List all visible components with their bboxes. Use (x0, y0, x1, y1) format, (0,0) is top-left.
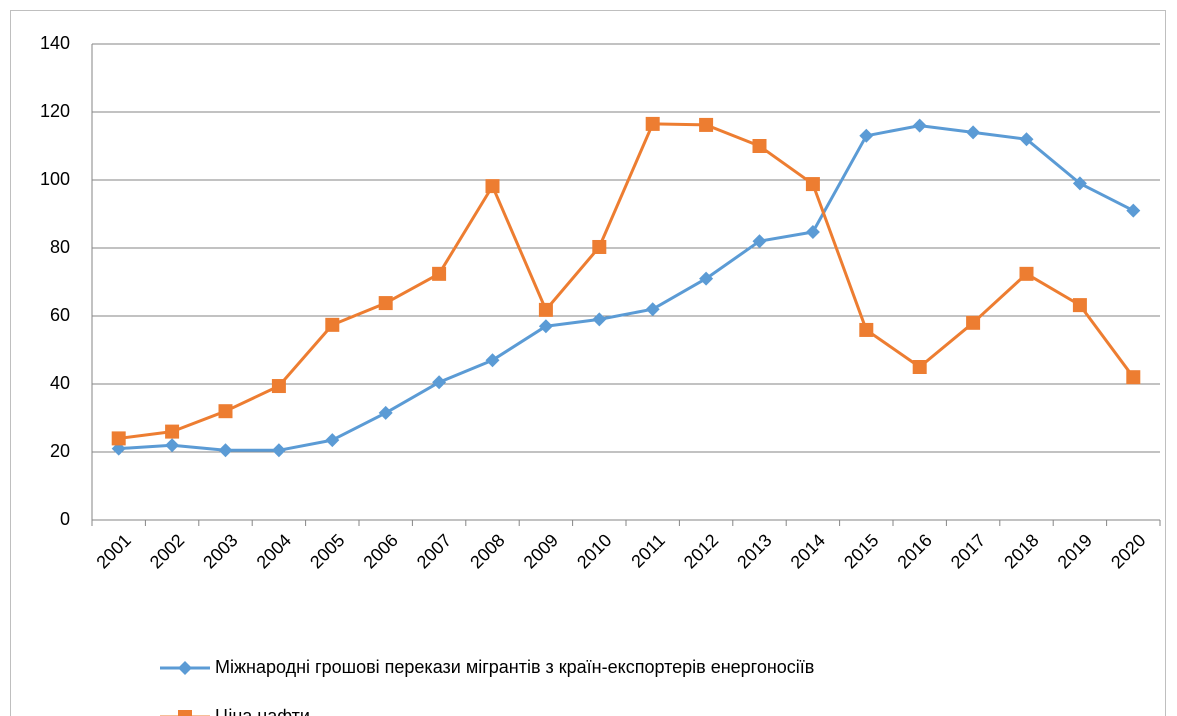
data-point (378, 405, 393, 420)
data-point (325, 433, 340, 448)
data-point (859, 128, 874, 143)
series-line (118, 122, 1135, 440)
data-point (645, 116, 660, 131)
data-point (111, 431, 126, 446)
legend-marker (178, 661, 192, 675)
legend-label: Міжнародні грошові перекази мігрантів з … (215, 657, 814, 677)
legend-label: Ціна нафти (215, 706, 310, 716)
data-point (378, 296, 393, 311)
data-point (1126, 370, 1141, 385)
data-point (752, 234, 767, 249)
y-tick-label: 120 (40, 101, 70, 121)
data-point (805, 225, 820, 240)
data-point (645, 302, 660, 317)
data-point (966, 125, 981, 140)
data-point (699, 271, 714, 286)
y-tick-label: 20 (50, 441, 70, 461)
data-point (538, 319, 553, 334)
y-tick-label: 80 (50, 237, 70, 257)
data-point (165, 424, 180, 439)
data-point (805, 177, 820, 192)
y-tick-label: 0 (60, 509, 70, 529)
data-point (912, 360, 927, 374)
data-point (1019, 266, 1034, 281)
chart-frame (10, 10, 1166, 716)
data-point (218, 404, 233, 419)
y-tick-label: 40 (50, 373, 70, 393)
y-tick-label: 140 (40, 33, 70, 53)
data-point (432, 266, 447, 281)
data-point (325, 317, 340, 332)
data-point (271, 379, 286, 394)
data-point (218, 443, 233, 458)
data-point (592, 239, 607, 254)
legend-marker (178, 710, 192, 716)
data-point (485, 353, 500, 368)
data-point (1072, 298, 1087, 313)
data-point (271, 443, 286, 458)
data-point (165, 438, 180, 453)
y-tick-label: 100 (40, 169, 70, 189)
data-point (592, 312, 607, 327)
data-point (485, 179, 500, 194)
data-point (432, 375, 447, 390)
data-point (966, 315, 981, 330)
series-line (118, 124, 1134, 452)
data-point (1072, 176, 1087, 191)
data-point (699, 117, 714, 132)
data-point (752, 139, 767, 153)
data-point (859, 322, 874, 337)
y-tick-label: 60 (50, 305, 70, 325)
data-point (1019, 132, 1034, 147)
data-point (538, 302, 553, 317)
data-point (912, 118, 927, 133)
data-point (1126, 203, 1141, 218)
